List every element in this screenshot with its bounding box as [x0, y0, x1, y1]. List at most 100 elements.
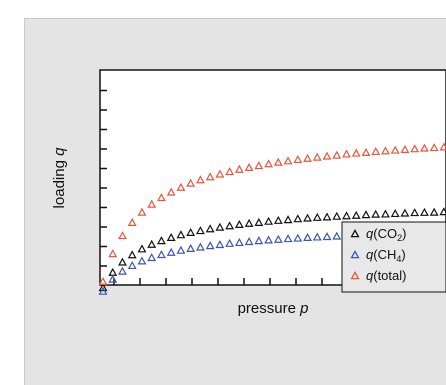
data-point — [157, 250, 166, 259]
data-point — [381, 146, 390, 155]
data-point — [137, 256, 147, 265]
data-point — [273, 215, 283, 224]
data-point — [390, 209, 400, 218]
data-point — [419, 143, 429, 152]
data-point — [234, 219, 244, 229]
data-point — [400, 144, 410, 153]
legend-label: q(CO2) — [366, 226, 406, 243]
data-point — [137, 207, 147, 216]
data-point — [371, 209, 381, 218]
data-points — [98, 142, 446, 295]
data-point — [322, 151, 332, 160]
data-point — [166, 247, 176, 256]
data-point — [215, 240, 225, 249]
data-point — [254, 236, 264, 245]
data-point — [176, 245, 186, 254]
data-point — [215, 222, 225, 231]
data-point — [264, 235, 274, 244]
data-point — [342, 211, 351, 220]
data-point — [176, 230, 186, 239]
data-point — [303, 213, 312, 222]
data-point — [283, 215, 293, 224]
data-point — [186, 227, 196, 236]
data-point — [293, 154, 303, 164]
y-axis-title: loading q — [51, 147, 68, 209]
legend-marker — [350, 271, 360, 280]
data-point — [361, 210, 371, 219]
data-point — [332, 231, 342, 240]
data-point — [312, 152, 322, 161]
data-point — [205, 172, 215, 181]
data-point — [283, 234, 293, 243]
data-point — [225, 221, 235, 230]
data-point — [118, 231, 127, 240]
data-point — [351, 210, 361, 219]
data-point — [283, 156, 293, 165]
data-point — [254, 217, 264, 226]
data-point — [273, 234, 283, 243]
data-point — [332, 150, 342, 159]
data-point — [108, 249, 118, 258]
legend-label: q(total) — [366, 268, 406, 283]
data-point — [118, 266, 127, 275]
data-point — [410, 144, 420, 153]
data-point — [166, 232, 176, 241]
data-point — [195, 242, 205, 251]
data-point — [147, 199, 157, 208]
data-point — [186, 243, 196, 252]
data-point — [98, 276, 108, 286]
data-point — [98, 283, 108, 292]
data-point — [371, 147, 381, 156]
data-point — [147, 253, 157, 262]
data-point — [361, 147, 371, 156]
data-point — [264, 216, 274, 225]
data-point — [225, 238, 235, 247]
data-point — [157, 193, 166, 202]
data-point — [254, 161, 264, 170]
data-point — [127, 261, 137, 270]
data-point — [429, 207, 439, 216]
data-point — [157, 236, 166, 245]
data-point — [332, 211, 342, 220]
data-point — [273, 157, 283, 166]
data-point — [351, 148, 361, 157]
data-point — [264, 159, 274, 168]
data-point — [312, 232, 322, 241]
legend-label: q(CH4) — [366, 247, 406, 264]
data-point — [322, 232, 332, 241]
data-point — [127, 250, 137, 259]
data-point — [166, 187, 176, 196]
data-point — [312, 212, 322, 221]
data-point — [342, 149, 351, 158]
data-point — [322, 212, 332, 221]
data-point — [244, 162, 254, 172]
data-point — [419, 207, 429, 216]
data-point — [244, 237, 254, 246]
data-point — [234, 237, 244, 247]
data-point — [390, 145, 400, 154]
data-point — [293, 214, 303, 223]
x-axis-title: pressure p — [238, 300, 309, 317]
data-point — [98, 286, 108, 295]
data-point — [293, 233, 303, 242]
data-point — [205, 241, 215, 250]
data-point — [127, 217, 137, 226]
data-point — [108, 274, 118, 283]
legend-marker — [350, 250, 360, 259]
legend-box — [341, 221, 446, 293]
legend-marker — [350, 229, 360, 238]
data-point — [186, 178, 196, 187]
data-point — [195, 175, 205, 184]
data-point — [303, 153, 312, 162]
data-point — [137, 244, 147, 253]
data-point — [176, 182, 186, 191]
data-point — [215, 169, 225, 178]
data-point — [429, 143, 439, 152]
data-point — [410, 208, 420, 217]
data-point — [147, 239, 157, 248]
data-point — [381, 209, 390, 218]
data-point — [118, 257, 127, 266]
data-point — [195, 226, 205, 235]
data-point — [244, 218, 254, 227]
